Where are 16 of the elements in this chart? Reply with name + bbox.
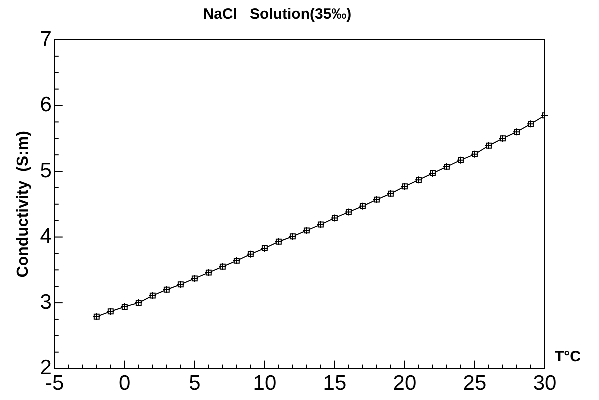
x-tick-label: 5: [189, 372, 201, 396]
y-tick-label: 6: [40, 94, 52, 117]
x-tick-label: 20: [393, 372, 417, 396]
y-tick-label: 5: [40, 159, 52, 182]
chart-title: NaCl Solution(35‰): [203, 6, 352, 24]
y-tick-label: 7: [40, 28, 52, 51]
x-tick-label: 25: [463, 372, 487, 396]
x-tick-label: 30: [533, 372, 557, 396]
y-tick-label: 3: [40, 290, 52, 314]
x-tick-label: 0: [119, 372, 131, 396]
x-axis-title: T°C: [555, 348, 582, 366]
y-tick-label: 4: [40, 225, 52, 248]
x-tick-label: 15: [323, 372, 347, 396]
y-tick-label: 2: [40, 356, 52, 380]
y-axis-title: Conductivity (S:m): [15, 131, 32, 278]
x-tick-label: 10: [253, 372, 277, 396]
